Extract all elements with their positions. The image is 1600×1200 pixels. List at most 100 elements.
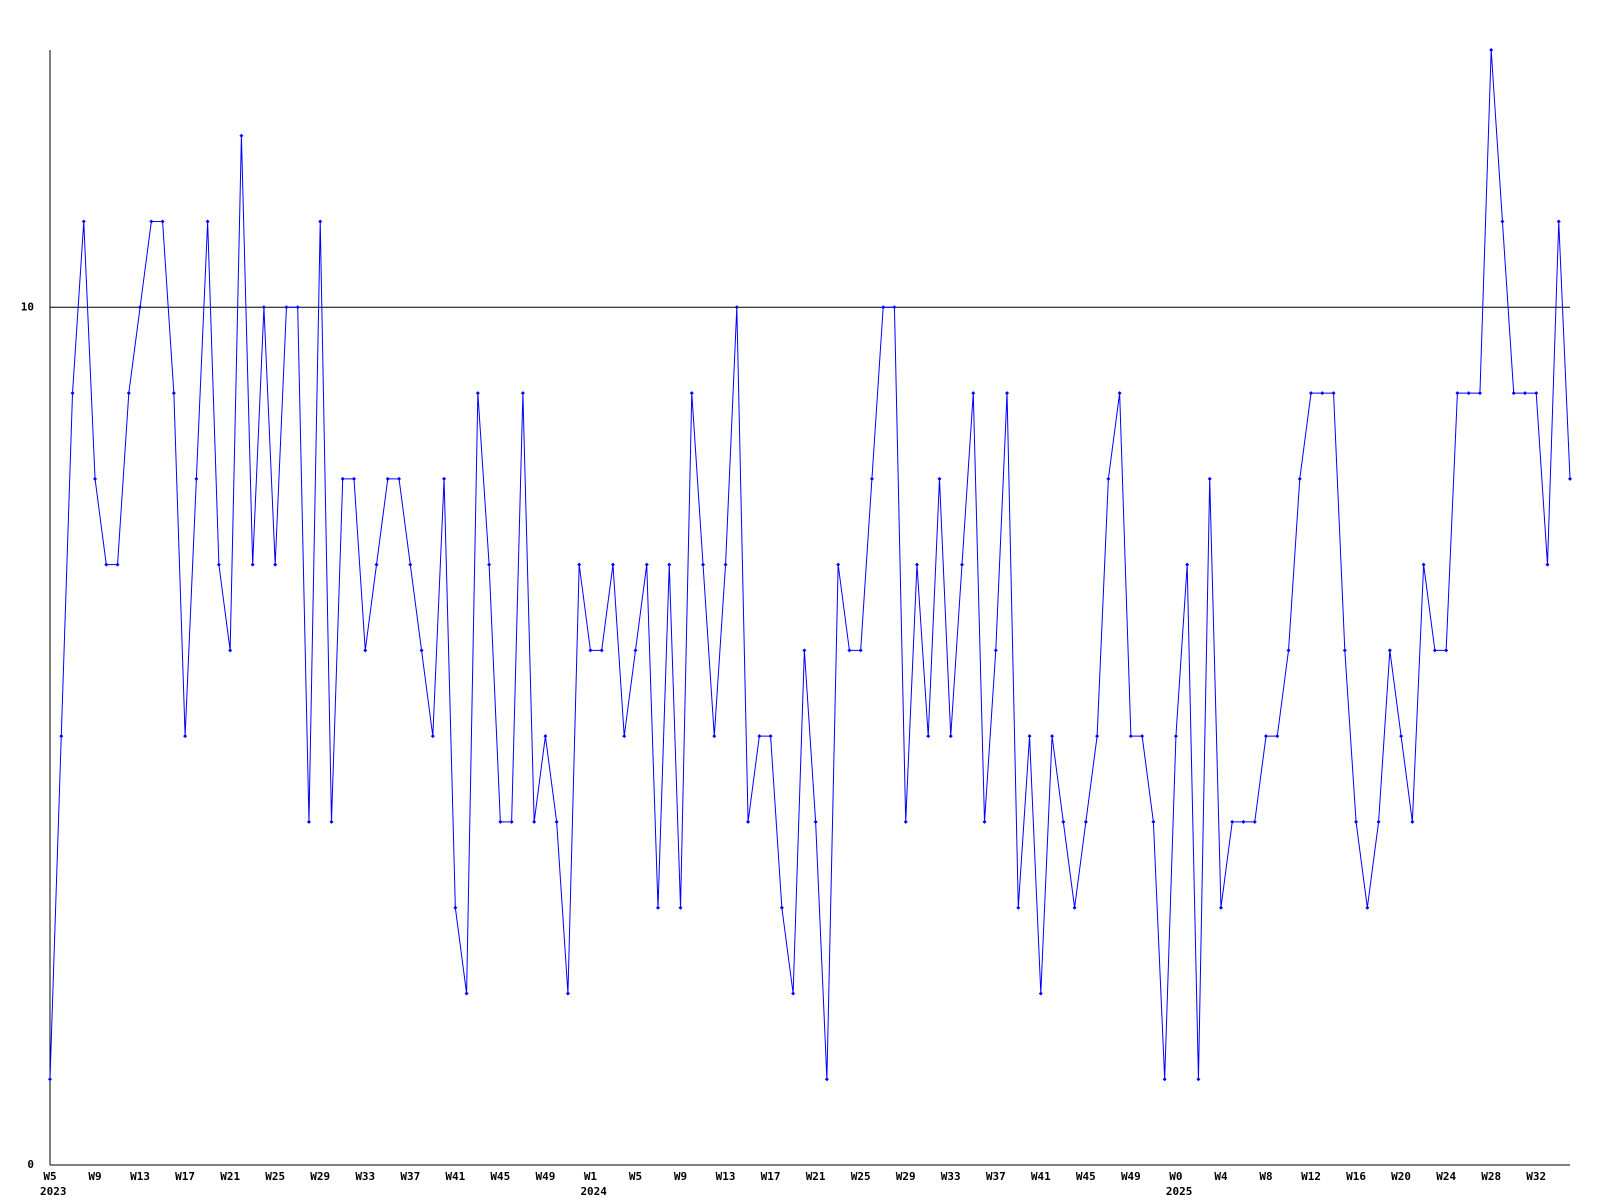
x-tick-label: W37 [986,1170,1006,1183]
x-tick-label: W17 [175,1170,195,1183]
x-tick-label: W9 [88,1170,101,1183]
data-point [453,905,458,910]
x-tick-label: W25 [851,1170,871,1183]
data-point [1162,1077,1167,1082]
data-point [374,562,379,567]
data-point [419,648,424,653]
data-point [1196,1077,1201,1082]
data-point [543,734,548,739]
data-point [239,133,244,138]
data-point [48,1077,52,1082]
data-point [104,562,109,567]
x-tick-label: W13 [716,1170,736,1183]
x-tick-label: W13 [130,1170,150,1183]
data-point [1511,391,1516,396]
data-point [397,476,402,481]
year-label: 2023 [40,1185,67,1198]
data-point [1477,391,1482,396]
x-tick-label: W21 [806,1170,826,1183]
x-tick-label: W20 [1391,1170,1411,1183]
data-point [1320,391,1325,396]
data-point [93,476,98,481]
data-point [464,991,469,996]
x-tick-label: W4 [1214,1170,1228,1183]
data-point [318,219,323,224]
data-point [813,819,818,824]
data-point [1500,219,1505,224]
x-tick-label: W41 [445,1170,465,1183]
data-point [1286,648,1291,653]
data-point [667,562,672,567]
x-tick-label: W29 [896,1170,916,1183]
data-point [644,562,649,567]
data-point [847,648,852,653]
data-point [1128,734,1133,739]
data-point [1230,819,1235,824]
data-point [1331,391,1336,396]
x-tick-label: W32 [1526,1170,1546,1183]
data-point [1140,734,1145,739]
x-tick-label: W28 [1481,1170,1501,1183]
data-point [1005,391,1010,396]
x-tick-label: W29 [310,1170,330,1183]
data-point [1354,819,1359,824]
data-point [171,391,176,396]
data-point [261,305,266,310]
data-point [712,734,717,739]
data-point [194,476,199,481]
data-point [509,819,514,824]
data-point [779,905,784,910]
data-point [352,476,356,481]
data-point [678,905,683,910]
x-tick-label: W45 [490,1170,510,1183]
data-point [723,562,728,567]
year-label: 2025 [1166,1185,1193,1198]
data-point [363,648,368,653]
data-point [588,648,593,653]
data-point [1185,562,1190,567]
x-tick-label: W37 [400,1170,420,1183]
data-point [869,476,874,481]
data-point [126,391,131,396]
data-point [1545,562,1550,567]
data-point [1365,905,1370,910]
data-point [565,991,570,996]
data-point [1027,734,1032,739]
data-point [937,476,942,481]
data-point [340,476,345,481]
data-point [228,648,233,653]
x-tick-label: W5 [43,1170,56,1183]
data-point [273,562,278,567]
data-point [430,734,435,739]
data-point [1050,734,1055,739]
data-point [520,391,525,396]
data-point [306,819,311,824]
data-point [295,305,300,310]
data-point [914,562,919,567]
data-point [746,819,751,824]
data-point [70,391,75,396]
x-tick-label: W33 [355,1170,375,1183]
x-tick-label: W0 [1169,1170,1182,1183]
data-point [858,648,863,653]
data-point [81,219,86,224]
data-point [993,648,998,653]
data-point [892,305,897,310]
data-point [1083,819,1088,824]
x-tick-label: W33 [941,1170,961,1183]
data-point [971,391,976,396]
data-point [216,562,221,567]
data-point [1106,476,1111,481]
data-point [1241,819,1246,824]
x-tick-label: W49 [1121,1170,1141,1183]
data-point [1016,905,1021,910]
x-tick-label: W9 [674,1170,687,1183]
data-point [532,819,537,824]
data-point [577,562,582,567]
data-point [903,819,908,824]
data-point [149,219,154,224]
data-line [49,49,1571,1080]
x-tick-label: W25 [265,1170,285,1183]
